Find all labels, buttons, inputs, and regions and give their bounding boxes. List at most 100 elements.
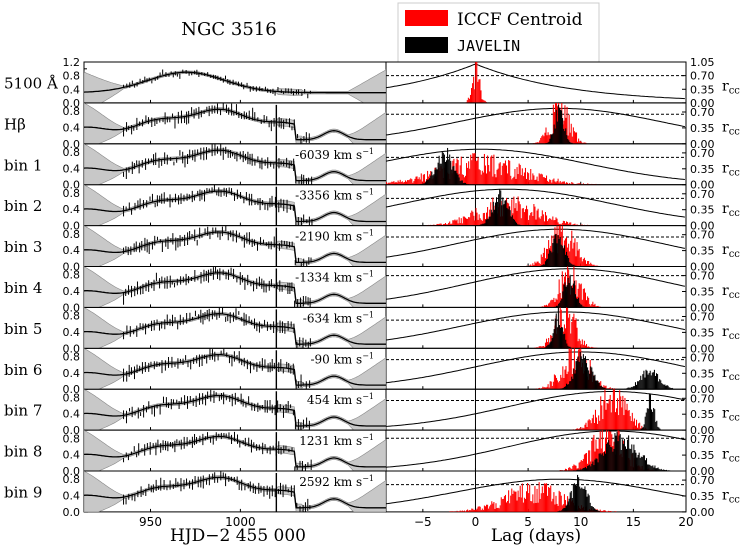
javelin-histogram-bar xyxy=(438,155,440,185)
rcc-subscript: cc xyxy=(729,290,741,301)
iccf-histogram-bar xyxy=(588,346,590,349)
iccf-histogram-bar xyxy=(631,412,633,431)
javelin-histogram-bar xyxy=(654,465,656,471)
iccf-histogram-bar xyxy=(478,214,480,226)
iccf-histogram-bar xyxy=(559,491,561,512)
iccf-histogram-bar xyxy=(582,458,584,471)
iccf-histogram-bar xyxy=(549,302,551,308)
javelin-histogram-bar xyxy=(619,434,621,471)
right-ytick-label: 0.00 xyxy=(690,261,715,274)
rcc-subscript: cc xyxy=(729,167,741,178)
right-xtick-label: 0 xyxy=(472,515,480,529)
iccf-histogram-bar xyxy=(410,178,412,185)
rcc-label: rcc xyxy=(722,78,740,96)
javelin-histogram-bar xyxy=(640,456,642,471)
javelin-histogram-bar xyxy=(507,209,509,226)
iccf-histogram-bar xyxy=(557,380,559,390)
iccf-histogram-bar xyxy=(573,131,575,144)
left-ytick-label: 0.0 xyxy=(63,179,81,192)
iccf-histogram-bar xyxy=(601,510,603,512)
javelin-histogram-bar xyxy=(669,387,671,390)
velocity-unit-exponent: −1 xyxy=(362,351,374,360)
javelin-histogram-bar xyxy=(563,245,565,267)
iccf-histogram-bar xyxy=(535,179,537,185)
javelin-histogram-bar xyxy=(433,174,435,185)
panel-9: bin 7 0.0 0.4 0.8 0.00 0.35 0.70 rcc 454 km s−1 xyxy=(4,388,740,437)
javelin-histogram-bar xyxy=(432,175,434,185)
velocity-unit-exponent: −1 xyxy=(362,188,374,197)
iccf-histogram-bar xyxy=(558,279,560,308)
javelin-histogram-bar xyxy=(422,183,424,185)
iccf-histogram-bar xyxy=(451,511,453,512)
iccf-histogram-bar xyxy=(550,300,552,308)
iccf-histogram-bar xyxy=(403,182,405,185)
iccf-histogram-bar xyxy=(591,440,593,471)
javelin-histogram-bar xyxy=(649,370,651,390)
javelin-histogram-bar xyxy=(659,469,661,471)
iccf-histogram-bar xyxy=(577,250,579,267)
right-ytick-label: 0.35 xyxy=(690,245,715,258)
iccf-histogram-bar xyxy=(460,218,462,226)
left-plot xyxy=(84,184,386,226)
iccf-histogram-bar xyxy=(570,240,572,267)
iccf-histogram-bar xyxy=(580,283,582,308)
iccf-histogram-bar xyxy=(511,179,513,185)
iccf-histogram-bar xyxy=(566,182,568,185)
iccf-histogram-bar xyxy=(599,509,601,512)
iccf-histogram-bar xyxy=(552,381,554,390)
javelin-histogram-bar xyxy=(555,313,557,349)
iccf-histogram-bar xyxy=(540,493,542,512)
iccf-histogram-bar xyxy=(456,158,458,185)
iccf-histogram-bar xyxy=(584,292,586,308)
panel-4: bin 2 0.0 0.4 0.8 0.00 0.35 0.70 rcc -3356 km s−… xyxy=(4,184,740,233)
javelin-histogram-bar xyxy=(636,457,638,471)
iccf-histogram-bar xyxy=(476,62,478,103)
javelin-histogram-bar xyxy=(611,447,613,471)
iccf-histogram-bar xyxy=(530,168,532,185)
iccf-histogram-bar xyxy=(596,417,598,431)
iccf-histogram-bar xyxy=(557,178,559,185)
javelin-histogram-bar xyxy=(641,428,643,431)
iccf-histogram-bar xyxy=(576,183,578,185)
iccf-histogram-bar xyxy=(457,511,459,512)
javelin-histogram-bar xyxy=(601,453,603,471)
javelin-histogram-bar xyxy=(629,448,631,471)
javelin-histogram-bar xyxy=(553,124,555,144)
panel-7: bin 5 0.0 0.4 0.8 0.00 0.35 0.70 rcc -634 km s−1 xyxy=(4,306,740,355)
iccf-histogram-bar xyxy=(549,488,551,512)
iccf-histogram-bar xyxy=(503,496,505,512)
javelin-histogram-bar xyxy=(621,439,623,471)
iccf-histogram-bar xyxy=(501,165,503,185)
iccf-histogram-bar xyxy=(579,284,581,308)
iccf-histogram-bar xyxy=(509,503,511,512)
iccf-histogram-bar xyxy=(453,220,455,226)
iccf-histogram-bar xyxy=(546,248,548,267)
javelin-histogram-bar xyxy=(557,104,559,144)
javelin-histogram-bar xyxy=(648,393,650,431)
javelin-histogram-bar xyxy=(637,381,639,390)
iccf-histogram-bar xyxy=(549,381,551,390)
iccf-histogram-bar xyxy=(553,178,555,185)
iccf-histogram-bar xyxy=(492,176,494,185)
javelin-histogram-bar xyxy=(450,160,452,185)
iccf-histogram-bar xyxy=(517,490,519,512)
iccf-histogram-bar xyxy=(542,134,544,144)
javelin-histogram-bar xyxy=(587,367,589,390)
javelin-histogram-bar xyxy=(647,464,649,471)
javelin-histogram-bar xyxy=(624,446,626,471)
rcc-label: rcc xyxy=(722,242,740,260)
javelin-histogram-bar xyxy=(578,469,580,471)
iccf-histogram-bar xyxy=(579,428,581,431)
iccf-histogram-bar xyxy=(532,263,534,267)
iccf-histogram-bar xyxy=(497,507,499,512)
right-ytick-label: 0.00 xyxy=(690,138,715,151)
javelin-histogram-bar xyxy=(564,254,566,267)
iccf-histogram-bar xyxy=(422,174,424,185)
javelin-histogram-bar xyxy=(594,509,596,512)
iccf-histogram-bar xyxy=(488,165,490,185)
iccf-histogram-bar xyxy=(534,261,536,267)
javelin-histogram-bar xyxy=(442,152,444,185)
panel-label: Hβ xyxy=(4,115,26,133)
javelin-histogram-bar xyxy=(642,427,644,431)
javelin-histogram-bar xyxy=(584,467,586,471)
